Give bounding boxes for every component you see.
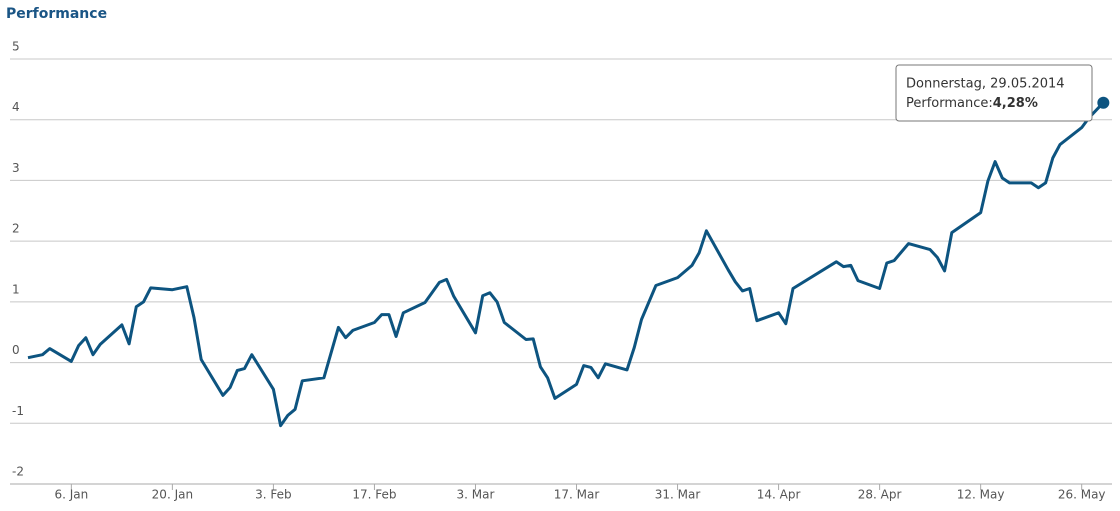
- x-tick-label: 28. Apr: [858, 488, 902, 502]
- x-tick-label: 20. Jan: [152, 488, 193, 502]
- x-tick-label: 31. Mar: [655, 488, 701, 502]
- y-tick-label: -2: [12, 465, 24, 479]
- tooltip-number: 4,28%: [993, 96, 1038, 111]
- x-tick-label: 12. May: [957, 488, 1005, 502]
- y-tick-label: 1: [12, 282, 20, 296]
- y-tick-label: 2: [12, 222, 20, 236]
- x-tick-label: 17. Feb: [352, 488, 396, 502]
- x-tick-label: 3. Feb: [255, 488, 292, 502]
- y-tick-label: 4: [12, 100, 20, 114]
- x-tick-label: 26. May: [1058, 488, 1106, 502]
- y-tick-label: 0: [12, 343, 20, 357]
- x-tick-label: 17. Mar: [554, 488, 600, 502]
- x-tick-label: 3. Mar: [457, 488, 495, 502]
- tooltip-value: Performance:4,28%: [906, 96, 1038, 111]
- tooltip-date: Donnerstag, 29.05.2014: [906, 77, 1065, 92]
- tooltip-box: [895, 64, 1093, 122]
- chart-title: Performance: [6, 6, 107, 22]
- x-tick-label: 6. Jan: [54, 488, 88, 502]
- y-tick-label: 5: [12, 40, 20, 54]
- hover-point: [1097, 96, 1110, 109]
- y-tick-label: 3: [12, 161, 20, 175]
- tooltip-label: Performance:: [906, 96, 993, 111]
- x-tick-label: 14. Apr: [757, 488, 801, 502]
- y-tick-label: -1: [12, 404, 24, 418]
- tooltip: Donnerstag, 29.05.2014 Performance:4,28%: [895, 64, 1093, 122]
- line: [27, 101, 1105, 428]
